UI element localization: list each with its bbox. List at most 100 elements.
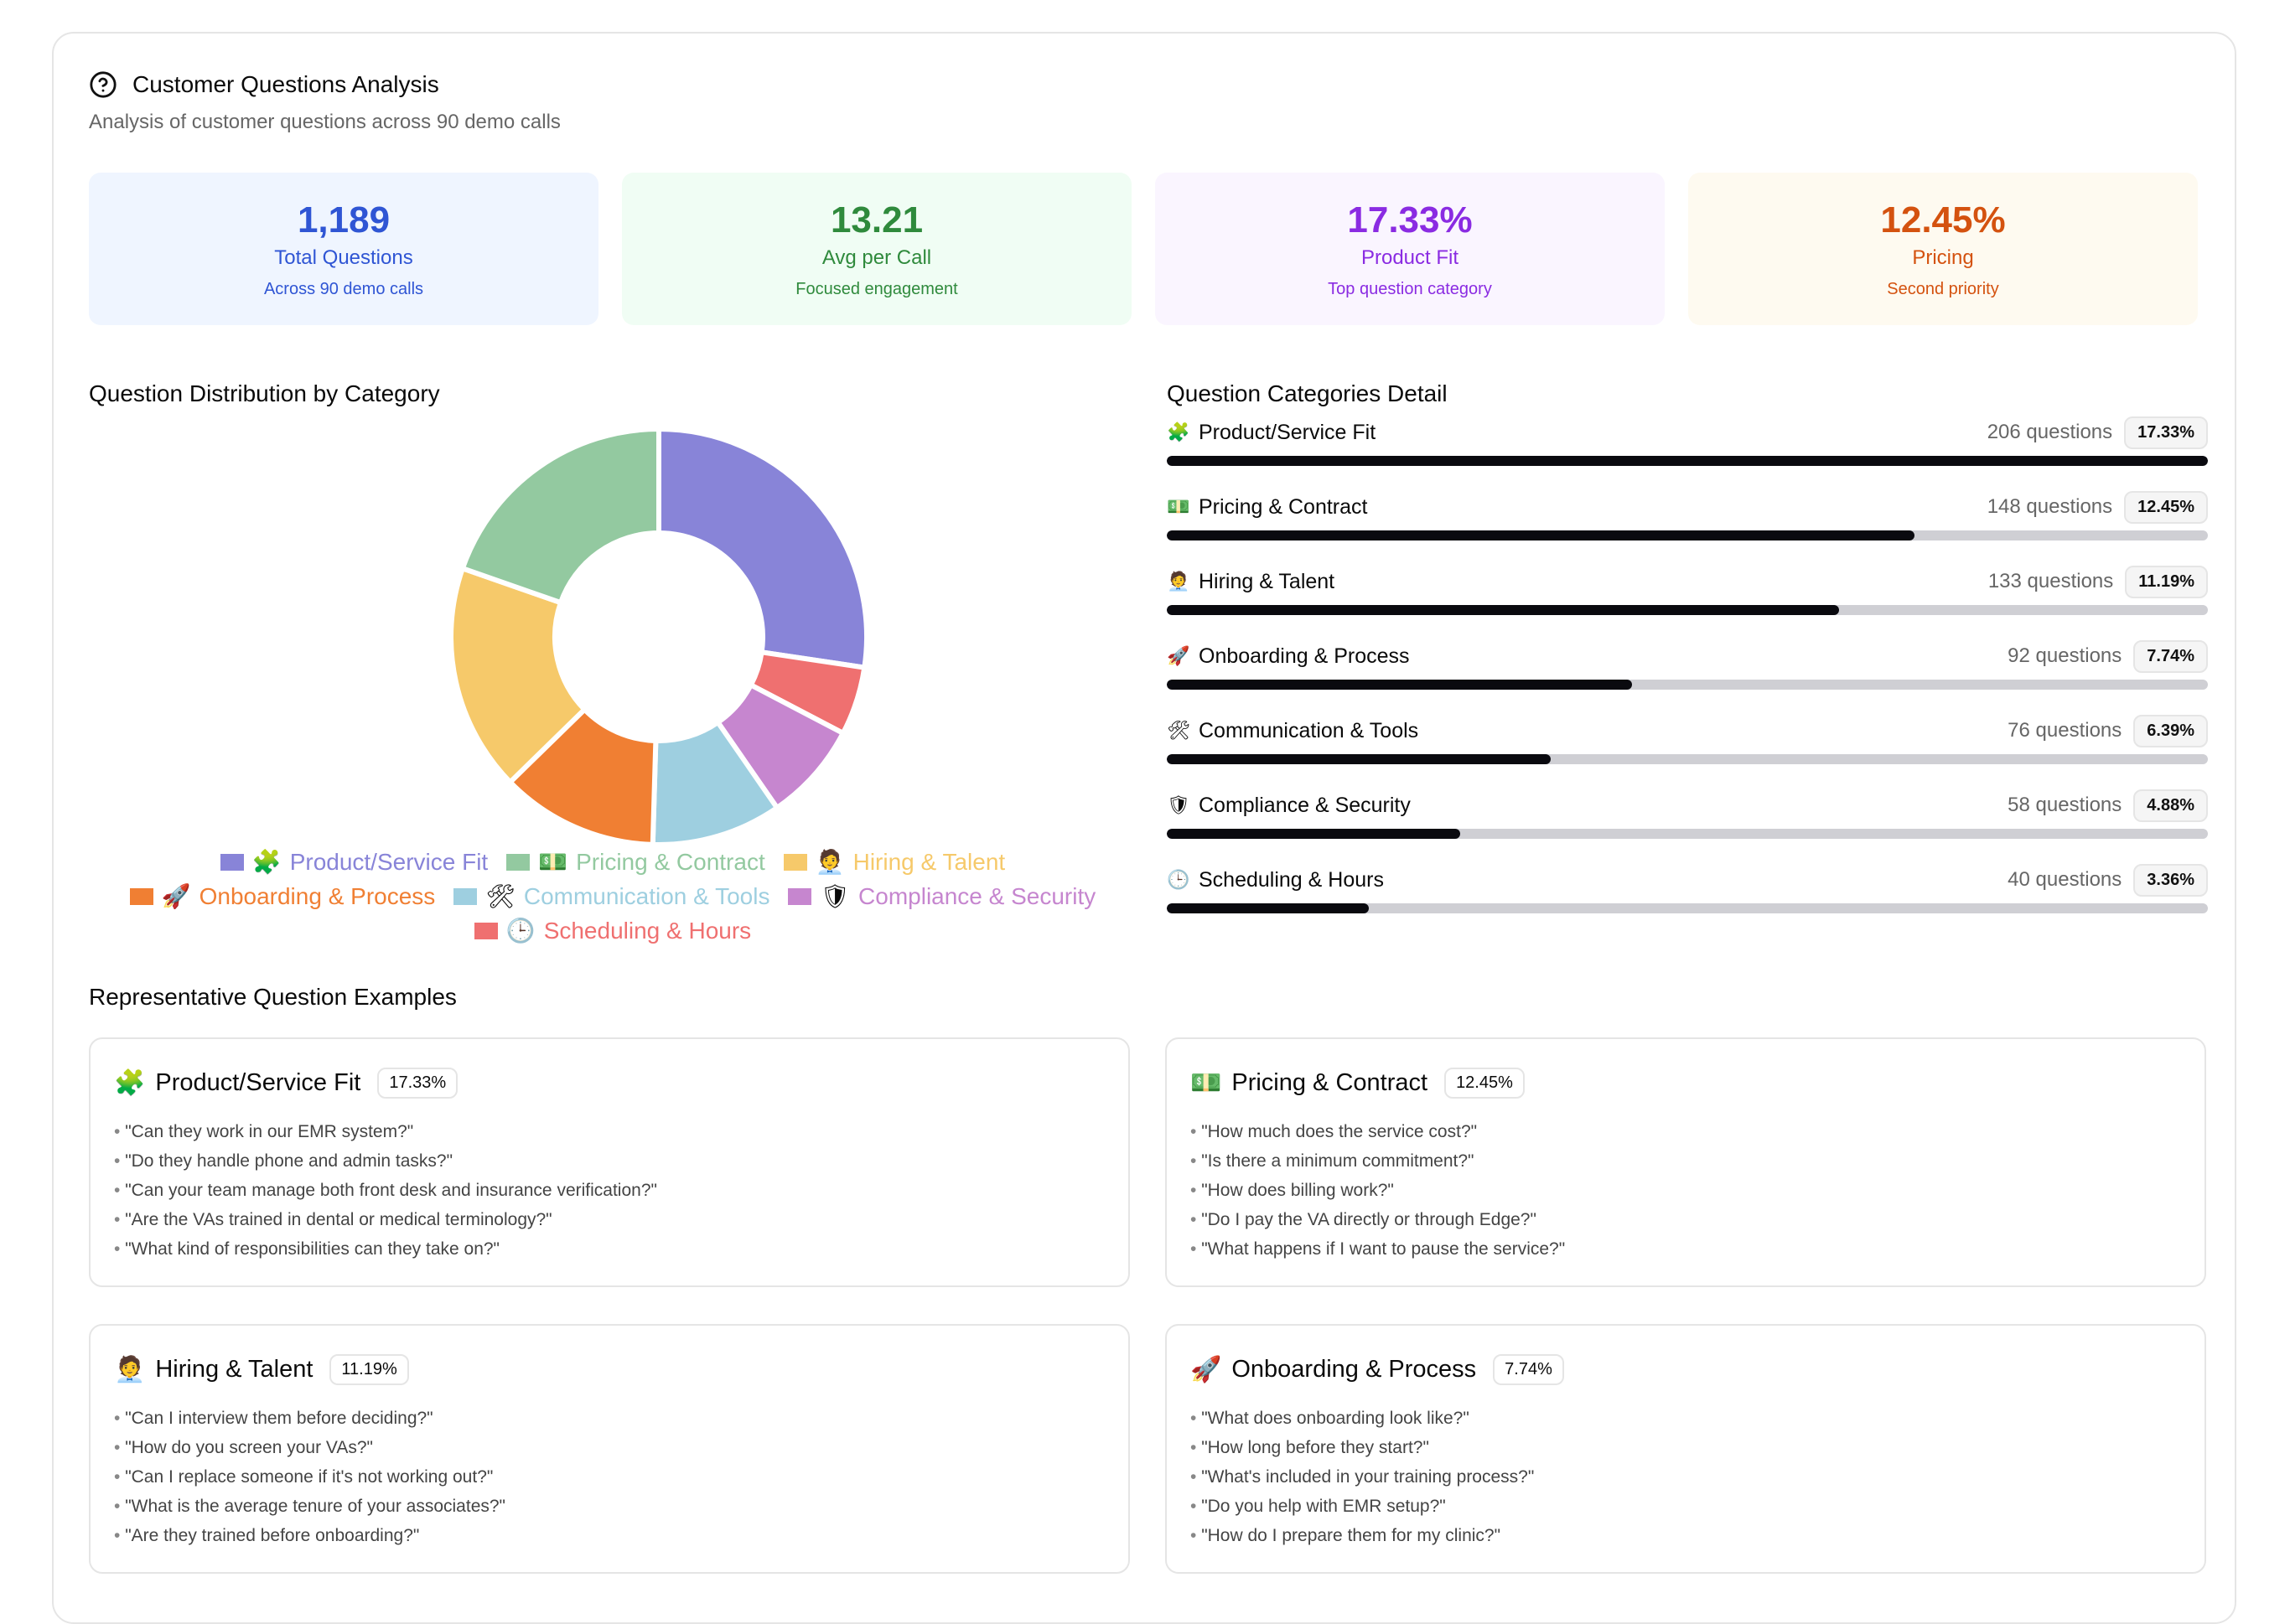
page-title: Customer Questions Analysis bbox=[132, 71, 439, 97]
stat-subtext: Second priority bbox=[1887, 279, 1999, 298]
category-row: 🛡 Compliance & Security 58 questions 4.88% bbox=[1167, 785, 2208, 860]
legend-item[interactable]: 🛠 Communication & Tools bbox=[453, 882, 769, 910]
example-question: "What does onboarding look like?" bbox=[1190, 1404, 2181, 1433]
category-icon: 🧩 bbox=[1167, 422, 1190, 442]
legend-label: Hiring & Talent bbox=[852, 848, 1006, 875]
category-detail-list: 🧩 Product/Service Fit 206 questions 17.33% 💵… bbox=[1167, 412, 2208, 934]
donut-slice[interactable] bbox=[656, 426, 869, 671]
stat-label: Pricing bbox=[1912, 246, 1974, 269]
stat-value: 17.33% bbox=[1347, 199, 1473, 240]
example-question: "What's included in your training proces… bbox=[1190, 1462, 2181, 1492]
example-question-list: "How much does the service cost?""Is the… bbox=[1190, 1117, 2181, 1264]
percent-badge: 12.45% bbox=[2124, 490, 2208, 524]
legend-item[interactable]: 💵 Pricing & Contract bbox=[506, 848, 765, 876]
category-row: 🚀 Onboarding & Process 92 questions 7.74% bbox=[1167, 636, 2208, 711]
example-card: 🧑‍💼 Hiring & Talent 11.19% "Can I interview… bbox=[89, 1324, 1130, 1574]
stat-subtext: Across 90 demo calls bbox=[263, 279, 424, 298]
stat-label: Product Fit bbox=[1360, 246, 1459, 269]
example-question: "Is there a minimum commitment?" bbox=[1190, 1146, 2181, 1176]
legend-swatch bbox=[783, 853, 807, 871]
stat-subtext: Focused engagement bbox=[795, 279, 958, 298]
percent-badge: 3.36% bbox=[2133, 863, 2208, 897]
examples-grid: 🧩 Product/Service Fit 17.33% "Can they work… bbox=[89, 1037, 2206, 1574]
example-question-list: "Can I interview them before deciding?""… bbox=[114, 1404, 1105, 1550]
legend-icon: 💵 bbox=[538, 849, 568, 875]
stat-subtext: Top question category bbox=[1328, 279, 1492, 298]
analysis-card: Customer Questions Analysis Analysis of … bbox=[52, 32, 2236, 1624]
category-name: Compliance & Security bbox=[1199, 793, 1411, 817]
example-card: 💵 Pricing & Contract 12.45% "How much does … bbox=[1165, 1037, 2206, 1287]
example-icon: 💵 bbox=[1190, 1069, 1222, 1097]
legend-icon: 🛡 bbox=[820, 883, 851, 909]
legend-swatch bbox=[220, 853, 244, 871]
example-question: "How do you screen your VAs?" bbox=[114, 1433, 1105, 1462]
legend-label: Onboarding & Process bbox=[199, 882, 436, 909]
progress-fill bbox=[1167, 456, 2208, 466]
category-icon: 🧑‍💼 bbox=[1167, 571, 1190, 592]
legend-item[interactable]: 🕒 Scheduling & Hours bbox=[474, 917, 751, 944]
progress-track bbox=[1167, 680, 2208, 690]
category-row: 💵 Pricing & Contract 148 questions 12.45% bbox=[1167, 487, 2208, 561]
progress-track bbox=[1167, 530, 2208, 540]
percent-badge: 12.45% bbox=[1444, 1068, 1525, 1099]
stat-card: 13.21 Avg per Call Focused engagement bbox=[622, 173, 1132, 325]
category-name: Scheduling & Hours bbox=[1199, 867, 1384, 892]
legend-item[interactable]: 🧑‍💼 Hiring & Talent bbox=[783, 848, 1006, 876]
legend-swatch bbox=[506, 853, 531, 871]
legend-icon: 🚀 bbox=[161, 883, 191, 909]
category-count: 76 questions bbox=[2008, 719, 2122, 742]
donut-slice[interactable] bbox=[459, 426, 661, 606]
page-subtitle: Analysis of customer questions across 90… bbox=[89, 111, 561, 133]
progress-fill bbox=[1167, 829, 1461, 839]
percent-badge: 17.33% bbox=[2124, 416, 2208, 449]
category-count: 148 questions bbox=[1987, 495, 2113, 518]
example-title: Hiring & Talent bbox=[155, 1356, 313, 1383]
example-title: Product/Service Fit bbox=[155, 1069, 361, 1096]
percent-badge: 4.88% bbox=[2133, 789, 2208, 822]
progress-track bbox=[1167, 456, 2208, 466]
category-icon: 🛠 bbox=[1167, 720, 1190, 741]
example-question: "Can I replace someone if it's not worki… bbox=[114, 1462, 1105, 1492]
percent-badge: 7.74% bbox=[1493, 1354, 1564, 1385]
stat-card: 12.45% Pricing Second priority bbox=[1688, 173, 2198, 325]
percent-badge: 11.19% bbox=[329, 1354, 409, 1385]
progress-fill bbox=[1167, 680, 1633, 690]
stat-value: 13.21 bbox=[830, 199, 924, 240]
example-question: "Can they work in our EMR system?" bbox=[114, 1117, 1105, 1146]
category-name: Onboarding & Process bbox=[1199, 644, 1410, 668]
legend-label: Compliance & Security bbox=[858, 882, 1096, 909]
progress-track bbox=[1167, 605, 2208, 615]
legend-icon: 🧑‍💼 bbox=[815, 849, 845, 875]
header: Customer Questions Analysis Analysis of … bbox=[89, 70, 561, 134]
progress-track bbox=[1167, 754, 2208, 764]
example-icon: 🧑‍💼 bbox=[114, 1356, 146, 1384]
example-question: "Can I interview them before deciding?" bbox=[114, 1404, 1105, 1433]
example-question-list: "Can they work in our EMR system?""Do th… bbox=[114, 1117, 1105, 1264]
legend-item[interactable]: 🧩 Product/Service Fit bbox=[220, 848, 488, 876]
category-row: 🛠 Communication & Tools 76 questions 6.39% bbox=[1167, 711, 2208, 785]
example-question: "How does billing work?" bbox=[1190, 1176, 2181, 1205]
stat-value: 12.45% bbox=[1880, 199, 2006, 240]
example-icon: 🧩 bbox=[114, 1069, 146, 1097]
legend-label: Communication & Tools bbox=[523, 882, 770, 909]
category-count: 133 questions bbox=[1987, 570, 2114, 592]
example-question: "What kind of responsibilities can they … bbox=[114, 1234, 1105, 1264]
percent-badge: 6.39% bbox=[2133, 714, 2208, 747]
example-question: "Are the VAs trained in dental or medica… bbox=[114, 1205, 1105, 1234]
example-question-list: "What does onboarding look like?""How lo… bbox=[1190, 1404, 2181, 1550]
category-row: 🕒 Scheduling & Hours 40 questions 3.36% bbox=[1167, 860, 2208, 934]
legend-swatch bbox=[474, 922, 498, 939]
legend-label: Pricing & Contract bbox=[576, 848, 765, 875]
stats-row: 1,189 Total Questions Across 90 demo calls… bbox=[89, 173, 2198, 325]
donut-slice[interactable] bbox=[448, 565, 588, 786]
example-question: "What happens if I want to pause the ser… bbox=[1190, 1234, 2181, 1264]
distribution-title: Question Distribution by Category bbox=[89, 380, 440, 406]
example-card: 🚀 Onboarding & Process 7.74% "What does onb… bbox=[1165, 1324, 2206, 1574]
legend-item[interactable]: 🛡 Compliance & Security bbox=[788, 882, 1096, 910]
stat-label: Total Questions bbox=[274, 246, 413, 269]
progress-track bbox=[1167, 903, 2208, 913]
legend-item[interactable]: 🚀 Onboarding & Process bbox=[129, 882, 436, 910]
category-name: Pricing & Contract bbox=[1199, 494, 1368, 519]
percent-badge: 7.74% bbox=[2133, 639, 2208, 673]
example-question: "Are they trained before onboarding?" bbox=[114, 1521, 1105, 1550]
